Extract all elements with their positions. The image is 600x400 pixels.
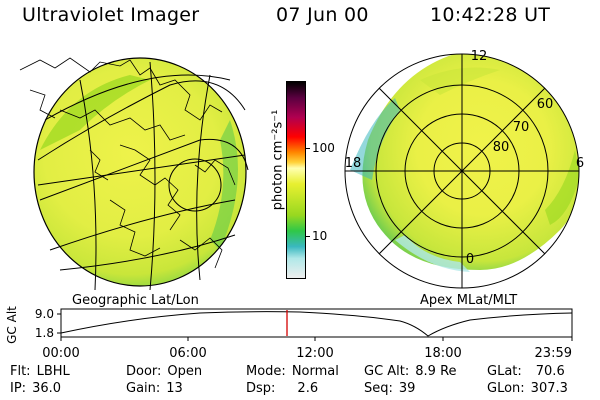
door-info: Door: Open bbox=[126, 364, 203, 379]
colorbar bbox=[286, 81, 306, 279]
mlt-label-12: 12 bbox=[471, 49, 488, 64]
graticule bbox=[37, 61, 249, 291]
ip-info: IP: 36.0 bbox=[10, 381, 62, 396]
mlt-label-18: 18 bbox=[345, 156, 362, 171]
glat-info: GLat: 70.6 bbox=[487, 364, 565, 379]
glon-info: GLon: 307.3 bbox=[487, 381, 568, 396]
date-label: 07 Jun 00 bbox=[276, 4, 369, 26]
colorbar-tick-label-10: 10 bbox=[312, 229, 328, 243]
globe-outline bbox=[33, 57, 247, 287]
gain-info: Gain: 13 bbox=[126, 381, 183, 396]
gcalt-info: GC Alt: 8.9 Re bbox=[364, 364, 457, 379]
coastlines bbox=[19, 57, 236, 269]
geographic-image bbox=[19, 57, 249, 291]
colorbar-tick-100 bbox=[305, 148, 310, 149]
apex-label: Apex MLat/MLT bbox=[420, 293, 518, 308]
colorbar-unit-label: photon cm⁻²s⁻¹ bbox=[270, 109, 286, 211]
altitude-xtick-2359: 23:59 bbox=[535, 346, 572, 360]
altitude-ytick-1.8: 1.8 bbox=[35, 326, 54, 340]
polar-auroral-fill bbox=[350, 54, 579, 272]
colorbar-tick-10 bbox=[305, 236, 310, 237]
polar-image: 12 18 6 0 60 70 80 bbox=[344, 49, 584, 289]
altitude-xtick-0000: 00:00 bbox=[42, 346, 79, 360]
dsp-info: Dsp: 2.6 bbox=[246, 381, 319, 396]
filter-info: Flt: LBHL bbox=[10, 364, 70, 379]
mlat-label-70: 70 bbox=[513, 120, 530, 135]
altitude-plot-frame bbox=[60, 308, 573, 338]
mode-info: Mode: Normal bbox=[246, 364, 339, 379]
mlat-label-80: 80 bbox=[493, 140, 510, 155]
altitude-xtick-0600: 06:00 bbox=[169, 346, 206, 360]
instrument-title: Ultraviolet Imager bbox=[22, 4, 200, 26]
colorbar-tick-label-100: 100 bbox=[312, 141, 335, 155]
altitude-xtick-1800: 18:00 bbox=[424, 346, 461, 360]
seq-info: Seq: 39 bbox=[364, 381, 416, 396]
altitude-ytick-9: 9.0 bbox=[35, 307, 54, 321]
altitude-plot: GC Alt 9.0 1.8 00:00 06:00 12:00 18:00 2… bbox=[5, 306, 573, 360]
time-label: 10:42:28 UT bbox=[430, 4, 551, 26]
altitude-xtick-1200: 12:00 bbox=[296, 346, 333, 360]
mlat-label-60: 60 bbox=[537, 97, 554, 112]
polar-grid bbox=[344, 53, 580, 289]
altitude-curve bbox=[60, 311, 573, 337]
mlt-label-0: 0 bbox=[466, 252, 474, 267]
geographic-label: Geographic Lat/Lon bbox=[72, 293, 199, 308]
altitude-ylabel: GC Alt bbox=[5, 306, 19, 344]
mlt-label-6: 6 bbox=[576, 156, 584, 171]
